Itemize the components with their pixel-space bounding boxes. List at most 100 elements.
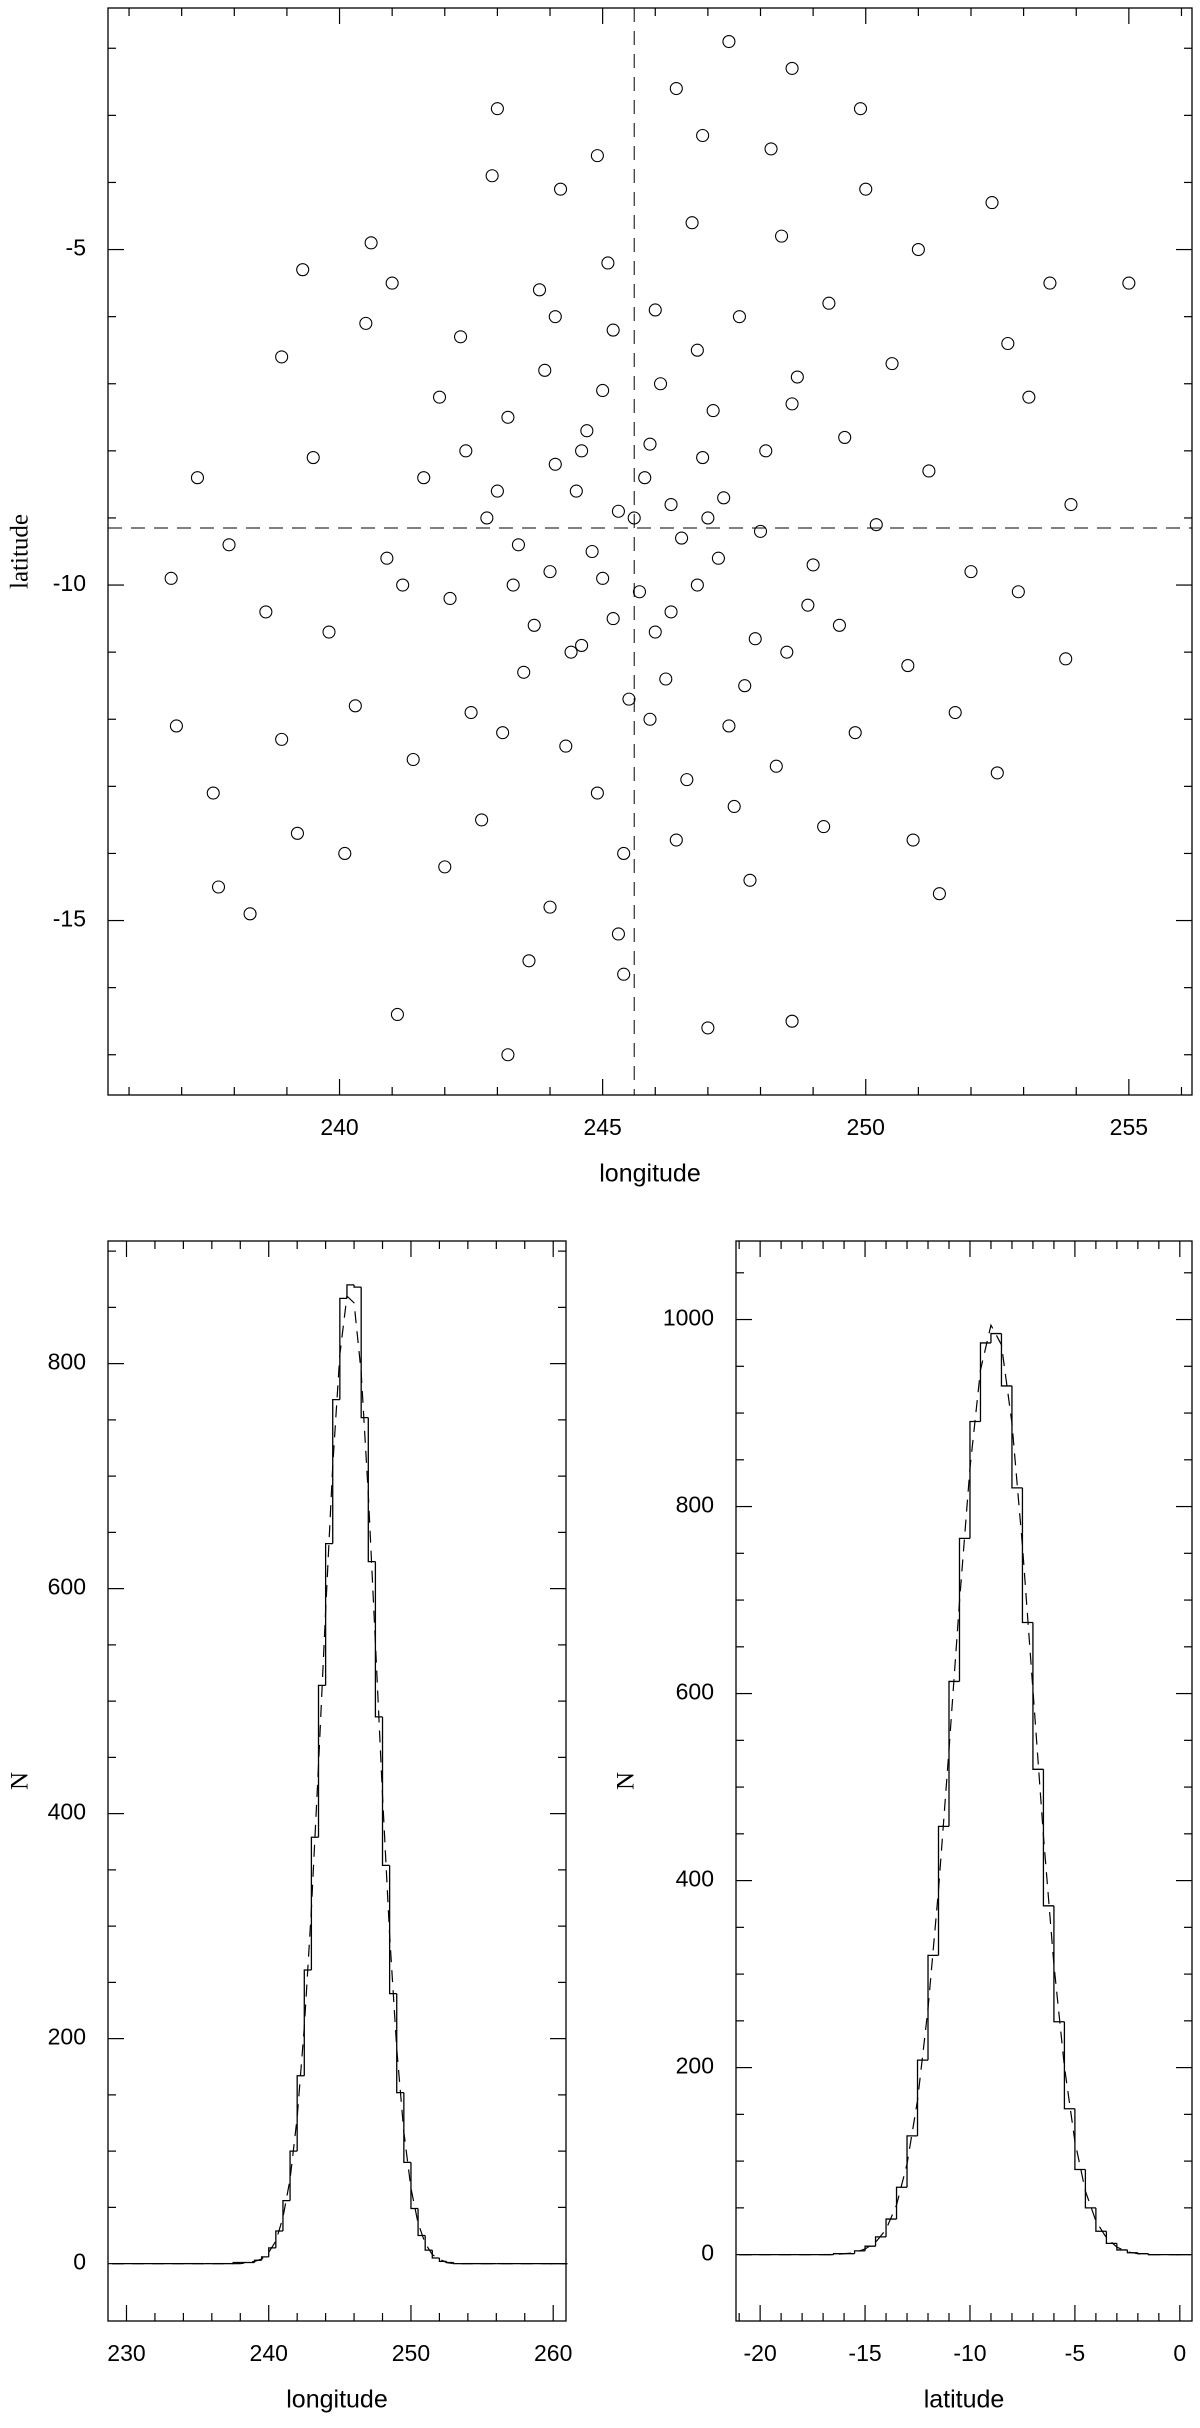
point [580,424,594,438]
x-tick-label: 245 [583,1114,621,1140]
point [722,34,736,49]
histogram-step [332,1398,340,1544]
point [653,377,668,391]
point [922,464,936,478]
histogram-step [874,2236,887,2247]
point [1001,336,1015,351]
point [690,343,704,357]
histogram-step [367,1417,376,1563]
point [680,773,694,787]
histogram-step [275,2230,283,2248]
point [527,618,541,632]
point [548,457,562,471]
point [596,571,610,585]
point [1011,585,1025,599]
point [606,323,620,337]
x-tick-label: 250 [392,2340,430,2366]
x-axis-label: longitude [286,2386,387,2414]
point [169,719,183,733]
point [611,927,625,941]
histogram-step [1105,2231,1117,2245]
point [948,705,962,720]
point [496,726,510,740]
point [206,786,220,800]
point [617,967,631,981]
point [522,954,536,968]
x-tick-label: 250 [847,1114,885,1140]
point [590,786,604,800]
point [590,149,604,163]
point [348,699,362,713]
point [669,833,683,847]
point [659,672,673,686]
point [911,243,925,257]
point [296,263,310,277]
y-tick-label: 200 [48,2024,86,2050]
histogram-step [895,2186,908,2220]
histogram-step [317,1684,326,1838]
point [696,128,710,143]
y-tick-label: 200 [676,2053,714,2079]
histogram-step [1063,2021,1075,2110]
y-axis-label: latitude [7,514,34,589]
x-tick-label: -5 [1065,2340,1085,2366]
point [480,511,494,525]
point [711,551,725,565]
histogram-step [969,1420,981,1539]
point [475,813,489,827]
point [717,491,731,505]
point [306,451,320,465]
point [490,102,504,116]
point [769,759,783,773]
histogram-step [374,1561,383,1718]
point [785,61,799,75]
point [701,511,715,525]
y-tick-label: 800 [676,1492,714,1518]
point [785,397,799,411]
point [464,705,478,720]
histogram-step [324,1542,333,1686]
histogram-step [885,2218,897,2237]
point [775,229,789,243]
point [564,645,578,659]
histogram-step [916,2059,929,2136]
x-tick-label: -15 [848,2340,881,2366]
point [390,1007,404,1022]
point [222,538,236,552]
histogram-step [1084,2169,1096,2209]
point [685,216,699,230]
y-tick-label: 800 [48,1349,86,1375]
point [617,846,631,860]
point [543,565,557,579]
point [259,605,273,619]
point [1122,276,1136,290]
point [501,410,515,424]
histogram-step [1095,2207,1107,2232]
point [885,357,899,371]
point [648,625,662,639]
point [859,182,873,196]
histogram-step [353,1284,362,1288]
point [622,692,636,706]
point [627,511,641,525]
x-tick-label: 230 [107,2340,145,2366]
point [817,820,831,834]
point [164,571,178,585]
point [743,873,757,887]
point [559,739,573,753]
x-tick-label: 0 [1173,2340,1186,2366]
point [517,665,531,679]
point [575,444,589,458]
point [1022,390,1036,404]
point [732,310,747,324]
point [985,196,999,210]
point [359,316,373,330]
fit-line [112,1294,568,2265]
histogram-step [403,2092,411,2164]
y-tick-label: 0 [73,2249,86,2275]
point [706,404,720,418]
point [806,558,820,572]
histogram-step [979,1342,991,1422]
